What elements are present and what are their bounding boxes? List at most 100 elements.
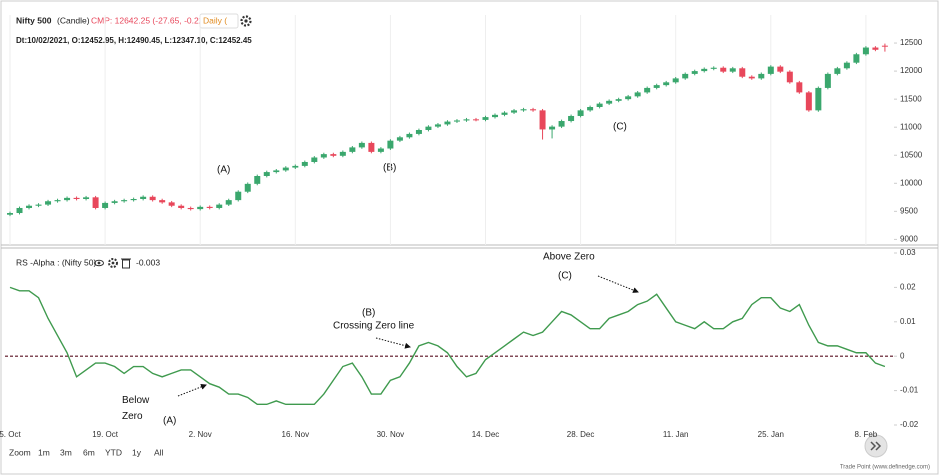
candle-body bbox=[653, 85, 660, 88]
zoom-button[interactable]: 1m bbox=[38, 447, 50, 457]
candle-body bbox=[824, 73, 831, 88]
candle-body bbox=[292, 165, 299, 168]
annotation: Crossing Zero line bbox=[333, 321, 415, 332]
candle-body bbox=[349, 147, 356, 152]
candle-body bbox=[453, 120, 460, 122]
candle-body bbox=[558, 121, 565, 127]
candle-body bbox=[482, 117, 489, 120]
candle-body bbox=[130, 199, 137, 201]
indicator-line bbox=[9, 286, 886, 406]
candle-body bbox=[406, 133, 413, 138]
y-tick-label: -0.02 bbox=[900, 420, 919, 429]
candle-body bbox=[168, 202, 175, 206]
annotation: (B) bbox=[362, 308, 375, 319]
candle-body bbox=[7, 213, 13, 215]
candle-body bbox=[834, 68, 841, 74]
candle-body bbox=[320, 154, 327, 158]
y-tick-label: 9000 bbox=[900, 234, 918, 243]
x-tick-label: 19. Oct bbox=[92, 430, 119, 439]
candle-body bbox=[758, 73, 765, 79]
plot-layer bbox=[5, 15, 894, 406]
candle-body bbox=[415, 130, 422, 134]
candle-body bbox=[149, 196, 156, 201]
annotation: (C) bbox=[613, 122, 627, 133]
y-tick-label: 10500 bbox=[900, 150, 923, 159]
candle-body bbox=[225, 200, 232, 205]
annotation: (B) bbox=[383, 163, 396, 174]
candle-body bbox=[539, 110, 546, 130]
zoom-button[interactable]: All bbox=[154, 447, 164, 457]
candle-body bbox=[568, 115, 575, 122]
annotation: Above Zero bbox=[543, 252, 595, 263]
annotation: (A) bbox=[217, 165, 230, 176]
candle-body bbox=[644, 87, 651, 93]
annotation: (C) bbox=[558, 271, 572, 282]
settings-icon[interactable] bbox=[240, 15, 252, 27]
cmp: CMP: 12642.25 (-27.65, -0.22%) bbox=[91, 15, 214, 25]
candle-body bbox=[691, 71, 698, 74]
zoom-label: Zoom bbox=[9, 447, 31, 457]
candle-body bbox=[102, 202, 109, 208]
annotation: (A) bbox=[163, 416, 176, 427]
candle-body bbox=[434, 124, 441, 127]
candle-body bbox=[235, 191, 242, 201]
candle-body bbox=[748, 76, 755, 79]
zoom-button[interactable]: 6m bbox=[83, 447, 95, 457]
candle-body bbox=[501, 112, 508, 115]
candle-body bbox=[739, 68, 746, 77]
candle-body bbox=[83, 197, 90, 199]
delete-icon[interactable] bbox=[121, 258, 131, 269]
candle-body bbox=[187, 207, 194, 210]
candle-body bbox=[872, 47, 879, 50]
candle-body bbox=[159, 200, 166, 203]
candle-body bbox=[853, 54, 860, 63]
candle-body bbox=[777, 66, 784, 72]
eye-icon[interactable] bbox=[94, 259, 104, 267]
candle-body bbox=[282, 167, 289, 171]
x-tick-label: 28. Dec bbox=[567, 430, 595, 439]
candle-body bbox=[330, 154, 337, 156]
zoom-button[interactable]: 1y bbox=[132, 447, 142, 457]
zoom-button[interactable]: 3m bbox=[60, 447, 72, 457]
current-value: -0.003 bbox=[136, 257, 160, 267]
candle-body bbox=[244, 183, 251, 192]
candle-body bbox=[729, 68, 736, 72]
footer: Trade Point (www.definedge.com) bbox=[840, 465, 930, 471]
candle-body bbox=[396, 137, 403, 141]
candle-body bbox=[843, 62, 850, 69]
candle-body bbox=[625, 96, 632, 100]
y-tick-label: 0 bbox=[900, 351, 905, 360]
candle-body bbox=[368, 142, 375, 152]
settings-icon[interactable] bbox=[108, 258, 118, 268]
candle-body bbox=[140, 196, 147, 199]
candle-body bbox=[26, 205, 33, 208]
candle-body bbox=[358, 142, 365, 148]
annotation-arrow bbox=[597, 275, 639, 293]
candle-body bbox=[634, 92, 641, 97]
candle-body bbox=[178, 205, 185, 208]
interval[interactable]: Daily ( bbox=[203, 15, 227, 25]
candle-body bbox=[881, 45, 888, 47]
candle-body bbox=[206, 206, 213, 208]
x-tick-label: 30. Nov bbox=[377, 430, 405, 439]
candle-body bbox=[216, 204, 223, 208]
candle-body bbox=[463, 119, 470, 121]
candle-body bbox=[339, 151, 346, 156]
scroll-button[interactable] bbox=[864, 434, 888, 458]
candle-body bbox=[377, 148, 384, 152]
zoom-button[interactable]: YTD bbox=[105, 447, 122, 457]
candle-body bbox=[663, 82, 670, 86]
candle-body bbox=[606, 100, 613, 104]
y-tick-label: 0.01 bbox=[900, 317, 916, 326]
x-tick-label: 5. Oct bbox=[0, 430, 21, 439]
candle-body bbox=[520, 109, 527, 111]
candle-body bbox=[862, 47, 869, 55]
x-tick-label: 8. Feb bbox=[855, 430, 878, 439]
annotation-arrow bbox=[177, 384, 207, 397]
candle-body bbox=[805, 92, 812, 111]
candle-body bbox=[577, 110, 584, 116]
candle-body bbox=[121, 200, 128, 202]
